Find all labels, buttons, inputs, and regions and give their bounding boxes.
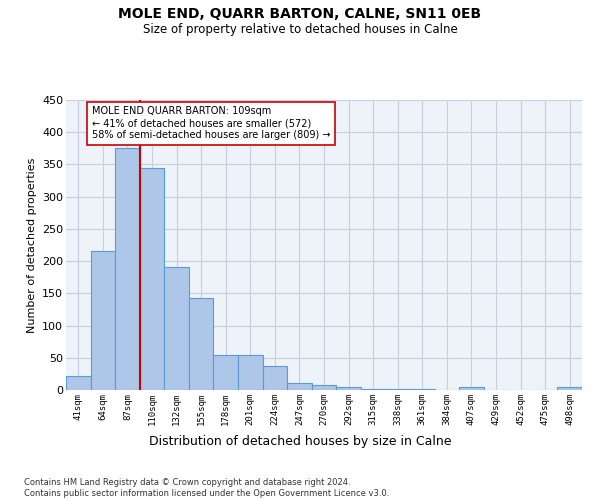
Bar: [66, 376, 91, 390]
Bar: [189, 298, 214, 390]
Bar: [91, 251, 115, 390]
Bar: [557, 388, 582, 390]
Text: Distribution of detached houses by size in Calne: Distribution of detached houses by size …: [149, 435, 451, 448]
Bar: [287, 383, 312, 390]
Bar: [361, 388, 385, 390]
Text: Contains HM Land Registry data © Crown copyright and database right 2024.
Contai: Contains HM Land Registry data © Crown c…: [24, 478, 389, 498]
Bar: [140, 168, 164, 390]
Bar: [263, 366, 287, 390]
Bar: [238, 354, 263, 390]
Y-axis label: Number of detached properties: Number of detached properties: [26, 158, 37, 332]
Bar: [164, 267, 189, 390]
Text: MOLE END, QUARR BARTON, CALNE, SN11 0EB: MOLE END, QUARR BARTON, CALNE, SN11 0EB: [118, 8, 482, 22]
Bar: [459, 388, 484, 390]
Bar: [115, 148, 140, 390]
Bar: [336, 387, 361, 390]
Bar: [214, 354, 238, 390]
Text: MOLE END QUARR BARTON: 109sqm
← 41% of detached houses are smaller (572)
58% of : MOLE END QUARR BARTON: 109sqm ← 41% of d…: [92, 106, 331, 140]
Text: Size of property relative to detached houses in Calne: Size of property relative to detached ho…: [143, 22, 457, 36]
Bar: [312, 386, 336, 390]
